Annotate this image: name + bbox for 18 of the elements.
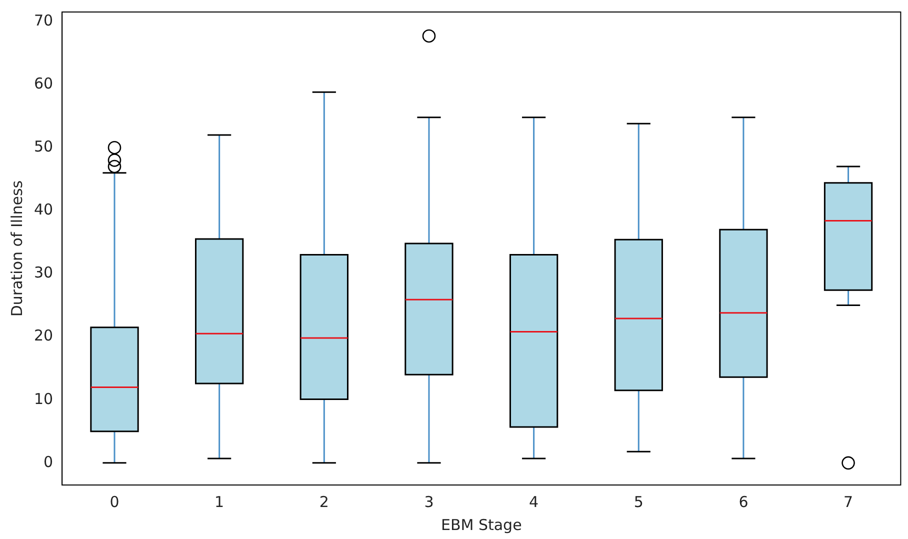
y-tick-label: 30	[34, 264, 54, 282]
y-axis-title: Duration of Illness	[8, 180, 26, 317]
y-tick-label: 40	[34, 200, 54, 219]
x-tick-label: 3	[424, 492, 434, 511]
x-tick-label: 7	[844, 492, 854, 511]
y-tick-label: 0	[44, 452, 54, 471]
x-tick-label: 0	[110, 492, 120, 511]
x-tick-label: 5	[634, 492, 644, 511]
x-tick-label: 1	[214, 492, 224, 511]
x-tick-label: 6	[738, 492, 748, 511]
x-tick-label: 2	[319, 492, 329, 511]
y-tick-label: 10	[34, 390, 54, 408]
x-axis-title: EBM Stage	[440, 516, 522, 534]
y-tick-label: 20	[34, 326, 54, 345]
y-tick-label: 70	[34, 11, 54, 30]
y-tick-label: 50	[34, 137, 54, 156]
x-tick-label: 4	[529, 492, 539, 511]
y-tick-label: 60	[34, 74, 54, 92]
